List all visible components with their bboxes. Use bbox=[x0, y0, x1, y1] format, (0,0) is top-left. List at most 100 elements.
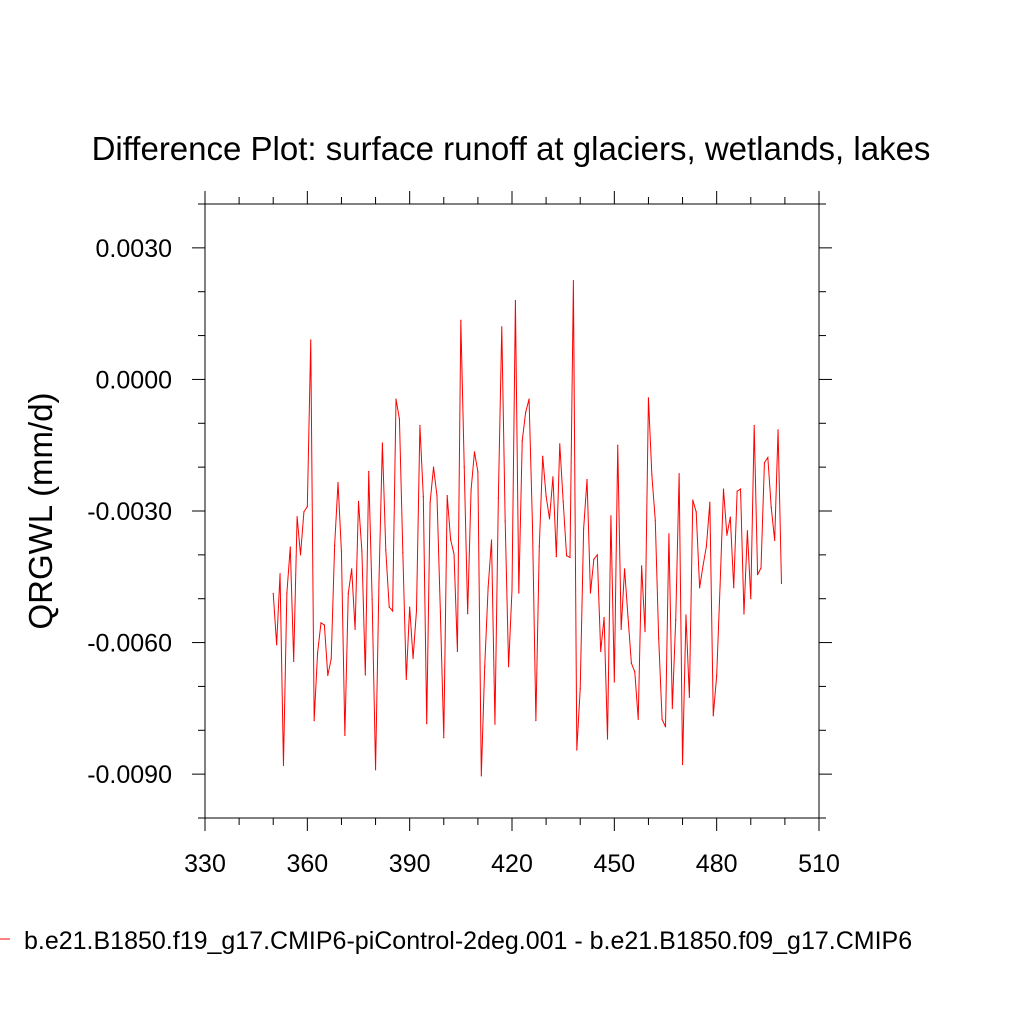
data-point bbox=[593, 558, 595, 560]
data-point bbox=[729, 516, 731, 518]
data-point bbox=[716, 675, 718, 677]
data-point bbox=[705, 545, 708, 547]
data-point bbox=[511, 589, 513, 591]
data-point bbox=[746, 530, 748, 532]
data-point bbox=[402, 552, 404, 554]
data-point bbox=[736, 490, 738, 492]
data-point bbox=[760, 567, 762, 569]
data-point bbox=[347, 592, 349, 595]
data-point bbox=[678, 473, 680, 475]
data-point bbox=[671, 707, 673, 709]
data-point bbox=[276, 644, 278, 646]
data-point bbox=[641, 565, 643, 567]
data-point bbox=[398, 418, 401, 420]
data-point bbox=[620, 628, 622, 631]
data-point bbox=[340, 551, 343, 553]
legend-label: b.e21.B1850.f19_g17.CMIP6-piControl-2deg… bbox=[24, 927, 912, 955]
data-point bbox=[583, 527, 585, 530]
data-point bbox=[327, 674, 329, 677]
data-point bbox=[739, 488, 742, 490]
data-point bbox=[780, 582, 783, 584]
data-point bbox=[381, 442, 383, 444]
data-point bbox=[470, 489, 472, 491]
data-point bbox=[654, 519, 656, 521]
data-point bbox=[293, 660, 295, 663]
data-point bbox=[272, 592, 274, 595]
data-point bbox=[450, 538, 452, 541]
data-point bbox=[702, 565, 704, 567]
data-point bbox=[647, 397, 650, 399]
data-point bbox=[531, 524, 534, 526]
data-point bbox=[518, 592, 520, 594]
data-point bbox=[528, 398, 530, 400]
data-point bbox=[699, 587, 701, 589]
data-point bbox=[767, 456, 769, 459]
data-point bbox=[623, 568, 626, 570]
data-point bbox=[484, 666, 486, 668]
data-point bbox=[344, 734, 346, 737]
data-point bbox=[446, 495, 448, 497]
data-point bbox=[443, 737, 445, 739]
data-point bbox=[586, 478, 588, 481]
data-point bbox=[630, 662, 632, 664]
y-tick-label: -0.0060 bbox=[87, 630, 172, 658]
data-point bbox=[750, 598, 752, 600]
data-point bbox=[600, 650, 602, 652]
plot-frame bbox=[204, 203, 820, 819]
data-point bbox=[374, 769, 377, 771]
data-point bbox=[777, 429, 779, 431]
data-point bbox=[712, 715, 714, 717]
data-point bbox=[685, 614, 687, 616]
data-point bbox=[361, 551, 363, 553]
data-point bbox=[589, 592, 592, 594]
data-point bbox=[463, 466, 465, 468]
data-point bbox=[409, 606, 411, 608]
data-point bbox=[299, 554, 302, 556]
data-point bbox=[542, 455, 544, 457]
data-point bbox=[555, 556, 557, 558]
data-point bbox=[562, 500, 564, 502]
data-point bbox=[507, 666, 510, 668]
data-point bbox=[634, 671, 636, 673]
data-point bbox=[385, 549, 387, 551]
data-point bbox=[692, 499, 694, 501]
data-point bbox=[487, 587, 489, 589]
x-tick-label: 420 bbox=[491, 850, 533, 878]
data-point bbox=[596, 554, 598, 556]
data-point bbox=[320, 622, 322, 624]
data-point bbox=[371, 598, 373, 601]
data-point bbox=[456, 650, 459, 652]
data-point bbox=[538, 545, 540, 548]
data-point bbox=[313, 720, 315, 722]
data-point bbox=[286, 592, 288, 594]
data-point bbox=[644, 631, 646, 633]
data-point bbox=[426, 723, 428, 725]
data-point bbox=[552, 476, 554, 478]
data-point bbox=[565, 555, 568, 557]
data-point bbox=[480, 775, 482, 777]
x-tick-label: 480 bbox=[696, 850, 738, 878]
data-point bbox=[477, 471, 479, 473]
data-point bbox=[501, 326, 503, 328]
data-point bbox=[613, 681, 615, 683]
data-point bbox=[610, 515, 612, 517]
chart-title: Difference Plot: surface runoff at glaci… bbox=[92, 130, 931, 167]
data-point bbox=[525, 411, 527, 413]
data-point bbox=[719, 584, 721, 587]
data-point bbox=[354, 628, 356, 631]
data-point bbox=[296, 516, 298, 518]
tick-labels: 330 360 390 420 450 480 510 0.0030 0.0000 -0.0030… bbox=[87, 235, 840, 878]
data-point bbox=[453, 553, 455, 555]
x-tick-label: 390 bbox=[389, 850, 431, 878]
data-point bbox=[282, 764, 285, 766]
data-point bbox=[658, 637, 660, 639]
data-point bbox=[497, 497, 499, 499]
data-point bbox=[514, 299, 517, 302]
data-point bbox=[316, 652, 319, 654]
data-point bbox=[405, 678, 407, 681]
x-tick-label: 360 bbox=[286, 850, 328, 878]
data-point bbox=[548, 518, 551, 520]
data-point bbox=[395, 398, 397, 400]
series-line bbox=[272, 280, 782, 776]
